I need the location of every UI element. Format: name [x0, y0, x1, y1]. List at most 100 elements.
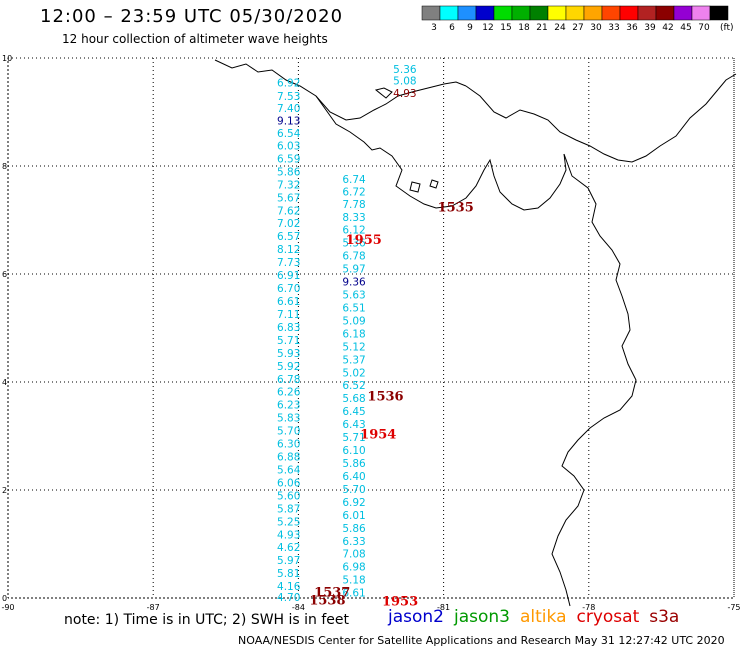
wave-height-label: 8.12	[277, 244, 300, 256]
legend-label: 12	[482, 23, 493, 33]
wave-height-label: 5.70	[342, 484, 365, 496]
y-tick-label: 8	[2, 162, 7, 171]
map-frame	[7, 57, 735, 599]
wave-height-label: 5.67	[277, 192, 300, 204]
wave-height-label: 6.78	[342, 251, 365, 263]
wave-height-label: 5.81	[277, 568, 300, 580]
legend-label: 42	[662, 23, 673, 33]
legend-unit: (ft)	[720, 23, 734, 33]
x-tick-label: -78	[582, 603, 595, 612]
wave-height-label: 6.30	[277, 439, 300, 451]
wave-height-label: 6.54	[277, 128, 301, 140]
wave-height-label: 6.40	[342, 471, 365, 483]
wave-height-label: 6.92	[277, 77, 300, 89]
wave-height-labels: 6.927.537.409.136.546.036.595.867.325.67…	[277, 64, 417, 604]
wave-height-label: 5.86	[342, 458, 366, 470]
legend-swatch	[637, 5, 657, 21]
wave-height-label: 6.70	[277, 283, 300, 295]
wave-height-label: 6.59	[277, 153, 300, 165]
note-text: note: 1) Time is in UTC; 2) SWH is in fe…	[64, 612, 350, 628]
wave-height-label: 4.16	[277, 581, 301, 593]
wave-height-label: 6.91	[277, 270, 300, 282]
legend-label: 36	[626, 23, 638, 33]
legend-label: 27	[572, 23, 583, 33]
wave-height-label: 7.32	[277, 179, 300, 191]
coastline	[214, 59, 737, 607]
legend-label: 30	[590, 23, 602, 33]
wave-height-label: 6.01	[342, 510, 365, 522]
wave-height-label: 7.08	[342, 549, 365, 561]
legend-swatch	[421, 5, 441, 21]
wave-height-label: 4.62	[277, 542, 300, 554]
wave-height-label: 5.36	[393, 64, 417, 76]
wave-height-label: 7.73	[277, 257, 300, 269]
wave-height-label: 7.78	[342, 199, 365, 211]
y-tick-label: 10	[2, 54, 12, 63]
wave-height-label: 5.71	[342, 432, 365, 444]
wave-height-label: 5.97	[277, 555, 300, 567]
wave-height-label: 6.74	[342, 174, 366, 186]
satellite-altika: altika	[520, 607, 567, 627]
wave-height-label: 5.37	[342, 354, 365, 366]
wave-height-label: 8.33	[342, 212, 365, 224]
wave-height-label: 6.88	[277, 452, 300, 464]
wave-height-label: 5.08	[393, 76, 416, 88]
wave-height-label: 6.57	[277, 231, 300, 243]
wave-height-label: 5.36	[342, 238, 366, 250]
wave-height-label: 5.09	[342, 315, 365, 327]
legend-label: 21	[536, 23, 547, 33]
legend-swatch	[511, 5, 531, 21]
pass-time-label: 1955	[346, 233, 382, 248]
wave-height-label: 5.25	[277, 516, 300, 528]
wave-height-label: 5.87	[277, 503, 300, 515]
wave-height-label: 6.12	[342, 225, 365, 237]
wave-height-label: 5.70	[277, 426, 300, 438]
wave-height-label: 6.52	[342, 380, 365, 392]
pass-time-label: 1538	[309, 594, 345, 609]
wave-height-label: 6.72	[342, 186, 365, 198]
wave-height-label: 9.13	[277, 116, 300, 128]
x-tick-label: -81	[437, 603, 450, 612]
y-tick-label: 6	[2, 270, 7, 279]
legend-swatch	[529, 5, 549, 21]
wave-height-label: 6.23	[277, 400, 300, 412]
legend-label: 18	[518, 23, 530, 33]
wave-height-label: 5.18	[342, 575, 365, 587]
x-tick-label: -87	[147, 603, 160, 612]
wave-height-label: 6.33	[342, 536, 365, 548]
credit-line: NOAA/NESDIS Center for Satellite Applica…	[238, 634, 725, 647]
page-title: 12:00 – 23:59 UTC 05/30/2020	[40, 6, 344, 27]
wave-height-label: 7.62	[277, 205, 300, 217]
wave-height-label: 5.97	[342, 264, 365, 276]
legend-swatch	[601, 5, 621, 21]
wave-height-label: 5.02	[342, 367, 365, 379]
satellite-cryosat: cryosat	[576, 607, 640, 627]
legend-swatch	[493, 5, 513, 21]
x-tick-label: -84	[292, 603, 305, 612]
legend-swatch	[583, 5, 603, 21]
wave-height-label: 6.51	[342, 302, 365, 314]
wave-height-label: 6.61	[277, 296, 300, 308]
satellite-s3a: s3a	[649, 607, 680, 627]
legend-swatch	[691, 5, 711, 21]
legend-label: 45	[680, 23, 691, 33]
wave-height-label: 7.11	[277, 309, 300, 321]
wave-height-label: 9.36	[342, 277, 366, 289]
wave-height-label: 5.93	[277, 348, 300, 360]
wave-height-label: 6.78	[277, 374, 300, 386]
wave-height-label: 5.71	[277, 335, 300, 347]
legend-swatch	[673, 5, 693, 21]
wave-height-label: 6.03	[277, 140, 300, 152]
wave-height-label: 6.92	[342, 497, 365, 509]
wave-height-label: 5.68	[342, 393, 365, 405]
page-subtitle: 12 hour collection of altimeter wave hei…	[62, 32, 328, 46]
legend-swatch	[457, 5, 477, 21]
y-tick-label: 0	[2, 594, 7, 603]
legend-label: 15	[500, 23, 511, 33]
wave-height-label: 5.12	[342, 341, 365, 353]
legend-label: 39	[644, 23, 656, 33]
legend-label: 24	[554, 23, 566, 33]
wave-height-label: 4.93	[277, 529, 300, 541]
